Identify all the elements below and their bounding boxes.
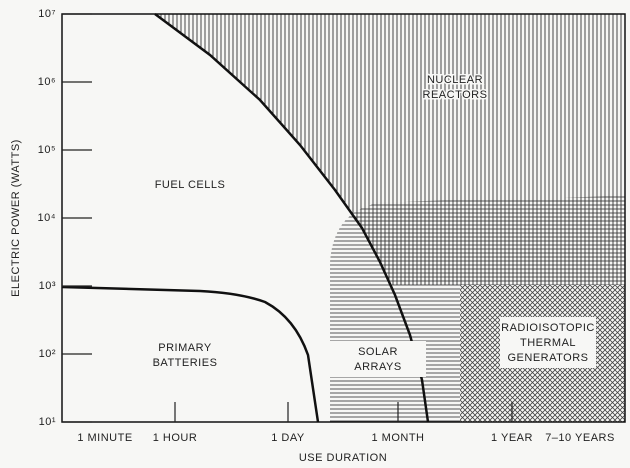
region-label: THERMAL — [520, 337, 576, 349]
x-tick-label: 1 YEAR — [491, 432, 533, 444]
nuclear-region — [155, 14, 625, 285]
y-tick-label: 10² — [39, 348, 56, 360]
x-axis-label: USE DURATION — [299, 452, 387, 464]
x-tick-label: 1 HOUR — [153, 432, 198, 444]
battery-boundary — [61, 285, 320, 423]
x-tick-label: 7–10 YEARS — [545, 432, 615, 444]
region-label: REACTORS — [423, 89, 488, 101]
x-tick-label: 1 DAY — [271, 432, 305, 444]
y-tick-label: 10³ — [39, 280, 56, 292]
y-tick-label: 10⁴ — [38, 212, 56, 224]
region-label: BATTERIES — [153, 357, 218, 369]
label-background — [500, 317, 596, 368]
y-axis-label: ELECTRIC POWER (WATTS) — [10, 139, 22, 297]
x-tick-label: 1 MINUTE — [77, 432, 132, 444]
region-label: ARRAYS — [354, 361, 401, 373]
region-label: PRIMARY — [158, 342, 212, 354]
region-label: GENERATORS — [508, 352, 589, 364]
region-label: SOLAR — [358, 346, 398, 358]
y-tick-label: 10⁷ — [38, 8, 56, 20]
y-tick-label: 10⁶ — [38, 76, 56, 88]
region-label: FUEL CELLS — [155, 179, 226, 191]
region-label: RADIOISOTOPIC — [501, 322, 595, 334]
x-tick-label: 1 MONTH — [372, 432, 425, 444]
y-tick-label: 10⁵ — [38, 144, 56, 156]
y-tick-label: 10¹ — [39, 416, 56, 428]
region-label: NUCLEAR — [427, 74, 483, 86]
label-background — [330, 341, 426, 377]
